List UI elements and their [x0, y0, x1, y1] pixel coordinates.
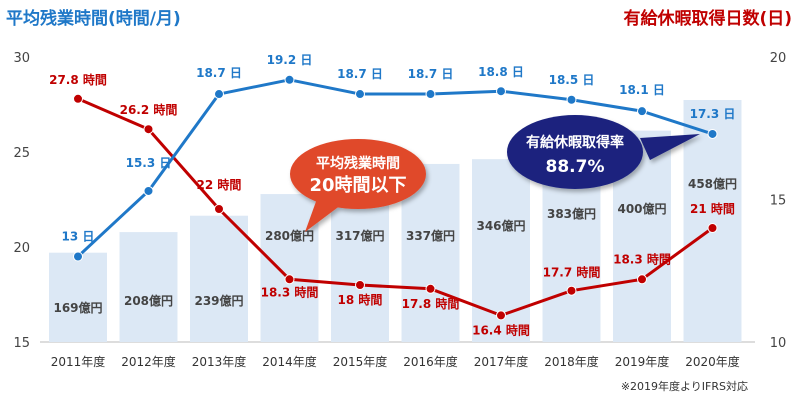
data-point [637, 106, 647, 117]
data-label: 18.3 時間 [261, 284, 319, 299]
data-point [566, 94, 577, 105]
x-tick-label: 2017年度 [474, 354, 529, 369]
data-label: 18 時間 [338, 292, 383, 307]
y-left-tick-label: 20 [13, 241, 30, 256]
data-point [637, 274, 647, 285]
bar-label: 383億円 [547, 206, 596, 221]
y-axis-left: 30 25 20 15 [13, 51, 30, 351]
data-point [425, 283, 436, 294]
y-right-tick-label: 10 [770, 336, 787, 351]
data-label: 18.7 日 [337, 67, 383, 81]
bar [260, 194, 319, 342]
x-tick-label: 2019年度 [615, 354, 670, 369]
x-tick-label: 2016年度 [403, 354, 458, 369]
callout-leave-line1: 有給休暇取得率 [526, 134, 624, 151]
bar-label: 169億円 [53, 300, 102, 315]
bar [119, 232, 178, 342]
callout-leave [507, 115, 700, 189]
series-line [77, 97, 714, 317]
data-label: 17.8 時間 [402, 296, 460, 311]
data-label: 18.8 日 [478, 65, 524, 79]
data-label: 26.2 時間 [120, 102, 178, 117]
data-point [496, 86, 506, 97]
data-point [707, 223, 718, 233]
chart-title-left: 平均残業時間(時間/月) [6, 8, 181, 29]
data-point [143, 185, 154, 196]
callout-overtime-line1: 平均残業時間 [316, 155, 400, 172]
data-point [143, 124, 154, 135]
data-label: 18.1 日 [619, 83, 665, 97]
data-point [73, 251, 83, 262]
y-left-tick-label: 30 [13, 51, 30, 66]
data-label: 17.3 日 [690, 107, 736, 121]
data-label: 21 時間 [690, 201, 735, 216]
data-point [214, 204, 224, 214]
bar-label: 337億円 [406, 228, 455, 243]
x-tick-label: 2020年度 [685, 354, 740, 369]
x-tick-label: 2015年度 [333, 354, 388, 369]
bar-series [49, 100, 742, 342]
series-line [76, 78, 713, 258]
chart-title-right: 有給休暇取得日数(日) [623, 8, 792, 29]
data-label: 17.7 時間 [543, 265, 601, 280]
data-label: 18.5 日 [549, 73, 595, 87]
data-label: 27.8 時間 [49, 72, 107, 87]
bar-label: 317億円 [335, 228, 384, 243]
x-tick-label: 2011年度 [51, 354, 106, 369]
data-point [284, 274, 295, 285]
bar-label: 239億円 [194, 293, 243, 308]
bar [49, 252, 107, 342]
data-point [496, 310, 506, 321]
data-point [284, 74, 295, 85]
bar-label: 346億円 [476, 218, 525, 233]
callout-leave-line2: 88.7% [546, 157, 605, 177]
data-label: 19.2 日 [267, 53, 313, 67]
data-point [707, 128, 718, 139]
y-right-tick-label: 15 [770, 194, 787, 209]
data-point [566, 285, 577, 296]
x-tick-label: 2018年度 [544, 354, 599, 369]
data-label: 18.7 日 [408, 67, 454, 81]
y-axis-right: 20 15 10 [770, 51, 787, 351]
footnote: ※2019年度よりIFRS対応 [621, 379, 748, 393]
bar [683, 100, 742, 342]
data-point [355, 280, 365, 290]
data-label: 18.7 日 [196, 66, 242, 80]
x-axis-ticks: 2011年度 2012年度 2013年度 2014年度 2015年度 2016年度 2017… [51, 354, 740, 369]
y-right-tick-label: 20 [770, 51, 787, 66]
x-tick-label: 2013年度 [192, 354, 247, 369]
data-label: 13 日 [62, 230, 95, 244]
bar [190, 215, 248, 342]
callout-overtime-line2: 20時間以下 [309, 175, 406, 196]
y-left-tick-label: 25 [13, 146, 30, 161]
bar-label: 458億円 [688, 176, 737, 191]
data-label: 15.3 日 [126, 156, 172, 170]
data-point [355, 89, 365, 100]
bar-label: 400億円 [617, 201, 666, 216]
data-label: 16.4 時間 [472, 322, 530, 337]
bar-labels: 169億円 208億円 239億円 280億円 317億円 337億円 346億円 383億円… [53, 176, 737, 315]
data-label: 18.3 時間 [613, 251, 671, 266]
data-point [214, 89, 224, 100]
callout-overtime [290, 139, 426, 232]
x-tick-label: 2014年度 [262, 354, 317, 369]
y-left-tick-label: 15 [13, 336, 30, 351]
data-point [73, 93, 83, 104]
bar-label: 280億円 [265, 228, 314, 243]
bar-label: 208億円 [124, 293, 173, 308]
data-point [425, 89, 436, 100]
leave-series: 13 日 15.3 日 18.7 日 19.2 日 18.7 日 18.7 日 18.8 日… [62, 53, 736, 262]
x-tick-label: 2012年度 [121, 354, 176, 369]
data-label: 22 時間 [197, 177, 242, 192]
